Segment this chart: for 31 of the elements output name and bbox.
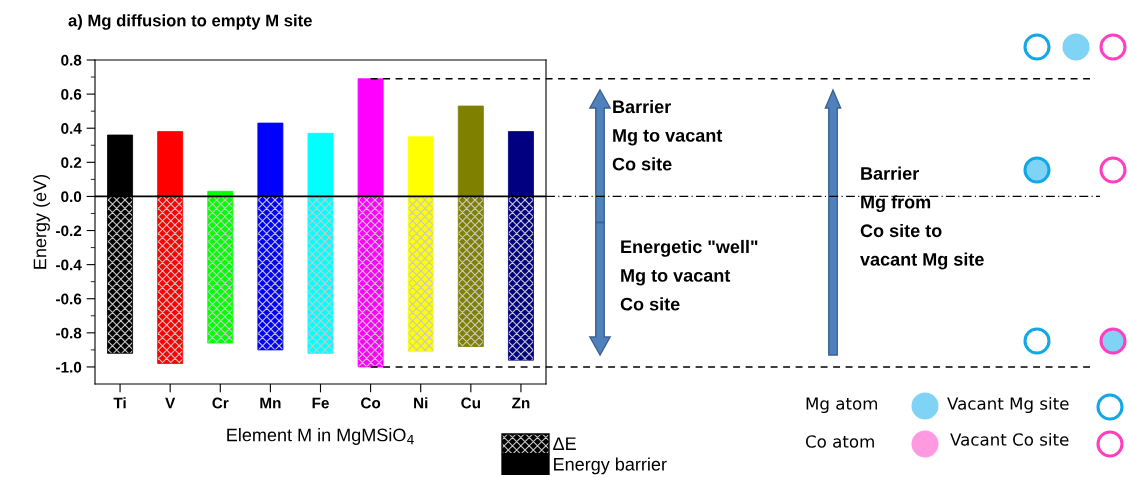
x-axis-title: Element M in MgMSiO$_{4}$ [227, 428, 414, 445]
x-tick-label: Cr [212, 397, 229, 409]
legend-label: ΔE [553, 437, 576, 450]
y-tick-label: 0.8 [61, 54, 82, 66]
legend-label: Energy barrier [554, 457, 667, 475]
chart-title: a) Mg diffusion to empty M site [68, 14, 312, 30]
x-tick-label: Fe [312, 397, 329, 409]
x-tick-label: Mn [260, 397, 281, 409]
text: Barrier Mg to vacant Co site [612, 99, 723, 171]
text: Barrier Mg from Co site to vacant Mg site [860, 166, 984, 270]
text: Vacant Co site [950, 432, 1069, 446]
x-tick-label: Cu [461, 397, 481, 409]
x-tick-label: Ni [414, 397, 428, 409]
text: Vacant Mg site [947, 396, 1069, 414]
y-tick-label: 0.6 [61, 88, 82, 100]
y-tick-label: -0.4 [56, 259, 82, 271]
y-tick-label: 0.0 [61, 191, 82, 203]
y-tick-label: 0.4 [61, 123, 82, 134]
y-tick-label: 0.2 [61, 157, 82, 168]
y-tick-label: -0.8 [56, 327, 82, 339]
x-tick-label: Ti [113, 397, 126, 409]
x-tick-label: V [165, 397, 176, 409]
y-tick-label: -1.0 [56, 361, 82, 373]
x-tick-label: Co [361, 397, 381, 409]
text: Mg atom [806, 397, 878, 414]
y-tick-label: -0.6 [56, 293, 82, 305]
text: Energetic "well" Mg to vacant Co site [620, 239, 758, 311]
x-tick-label: Zn [512, 397, 530, 409]
y-axis-title: Energy (eV) [33, 174, 50, 269]
text: Co atom [805, 435, 874, 448]
y-tick-label: -0.2 [56, 225, 82, 237]
